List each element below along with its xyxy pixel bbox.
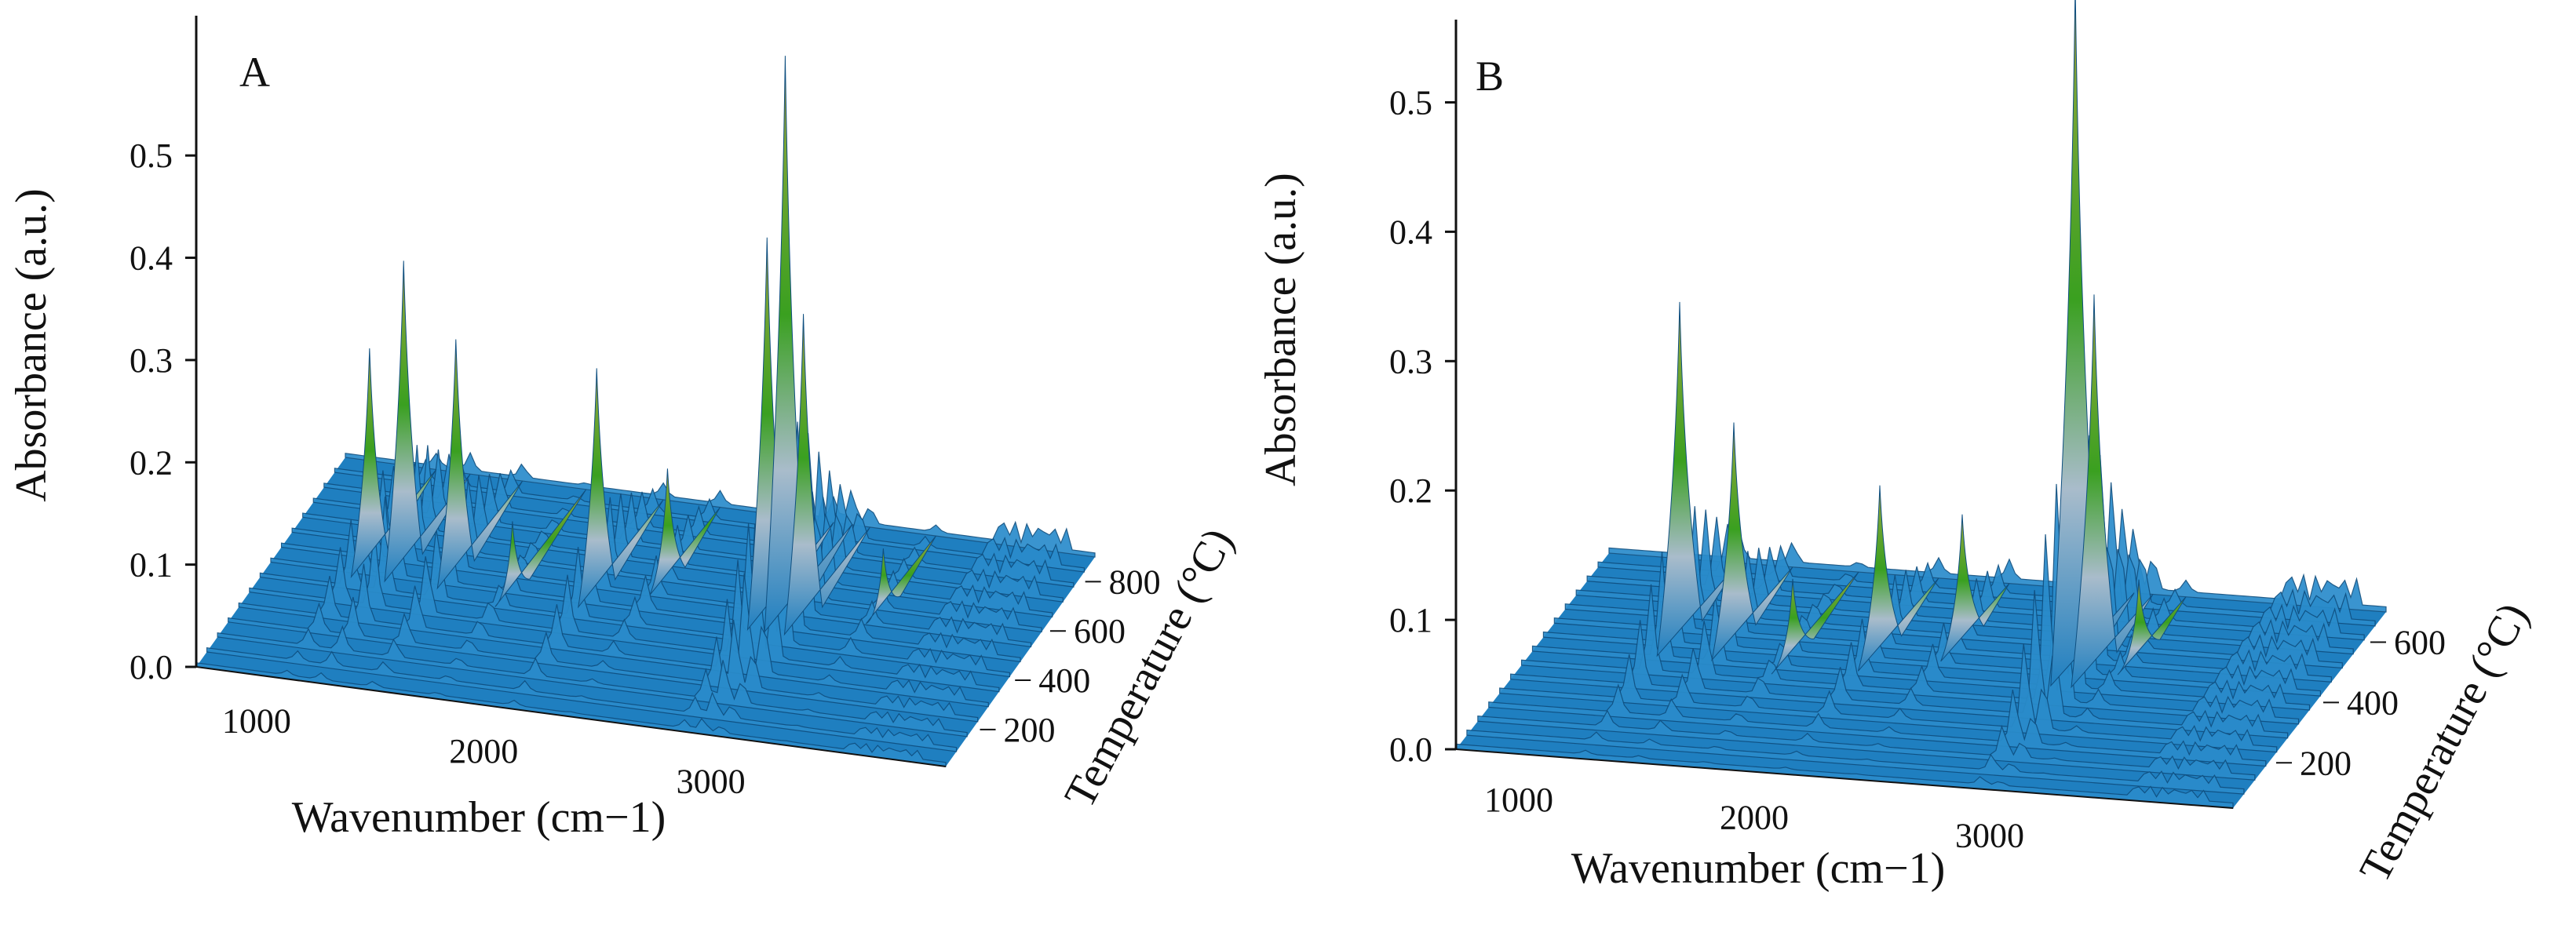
y-tick-label: 200 bbox=[2300, 744, 2352, 782]
x-tick-label: 3000 bbox=[677, 763, 746, 801]
z-tick-label: 0.0 bbox=[130, 648, 173, 686]
absorbance-peak bbox=[436, 339, 524, 590]
surface-layer bbox=[1510, 590, 2289, 739]
surface-layer bbox=[228, 596, 979, 723]
z-tick-label: 0.5 bbox=[130, 137, 173, 175]
z-tick-label: 0.2 bbox=[130, 443, 173, 482]
absorbance-peak bbox=[865, 535, 936, 625]
z-tick-label: 0.1 bbox=[1389, 601, 1432, 639]
x-axis-title: Wavenumber (cm−1) bbox=[292, 793, 666, 842]
panel-b: 0.0 0.1 0.2 0.3 0.4 0.5 1000 2000 3000 200 400 600 B… bbox=[1257, 0, 2538, 893]
surface-layer bbox=[217, 625, 968, 737]
absorbance-peak bbox=[1940, 514, 2010, 662]
absorbance-peak bbox=[649, 468, 721, 595]
panel-label: B bbox=[1476, 53, 1504, 100]
x-tick-label: 2000 bbox=[1720, 799, 1789, 837]
absorbance-peak bbox=[2071, 294, 2154, 689]
surface-layer bbox=[1477, 709, 2256, 781]
x-tick-label: 2000 bbox=[449, 732, 518, 770]
x-tick-label: 1000 bbox=[1484, 781, 1553, 819]
absorbance-peak bbox=[1857, 485, 1939, 672]
surface-layer bbox=[249, 523, 1000, 693]
panel-a: 0.0 0.1 0.2 0.3 0.4 0.5 1000 2000 3000 200 400 600 8… bbox=[7, 16, 1243, 842]
y-tick-label: 400 bbox=[2347, 683, 2399, 722]
absorbance-peak bbox=[350, 348, 437, 579]
y-tick-label: 800 bbox=[1109, 563, 1161, 601]
surface-layer bbox=[323, 453, 1075, 588]
surface-layer bbox=[312, 449, 1064, 603]
y-tick-label: 200 bbox=[1004, 711, 1056, 749]
z-tick-label: 0.4 bbox=[1389, 213, 1432, 251]
absorbance-peak bbox=[1771, 571, 1859, 675]
surface-layer bbox=[345, 451, 1096, 558]
absorbance-peak bbox=[1711, 422, 1793, 661]
y-tick-label: 400 bbox=[1038, 661, 1090, 700]
surface-layer bbox=[195, 662, 947, 767]
absorbance-peak bbox=[783, 314, 870, 636]
z-tick-label: 0.4 bbox=[130, 239, 173, 278]
x-tick-label: 1000 bbox=[222, 702, 291, 741]
z-axis-title: Absorbance (a.u.) bbox=[1257, 173, 1305, 486]
surface-layer bbox=[1455, 743, 2234, 809]
x-axis-line bbox=[1455, 748, 2234, 809]
y-tick-label: 600 bbox=[2394, 623, 2446, 661]
z-tick-label: 0.2 bbox=[1389, 472, 1432, 510]
z-tick-label: 0.3 bbox=[130, 341, 173, 380]
absorbance-peak bbox=[578, 368, 664, 609]
surface-layer bbox=[302, 433, 1053, 617]
z-tick-label: 0.0 bbox=[1389, 730, 1432, 769]
z-tick-label: 0.1 bbox=[130, 546, 173, 584]
panel-label: A bbox=[239, 49, 270, 96]
surface-layer bbox=[1466, 729, 2245, 795]
x-tick-label: 3000 bbox=[1955, 816, 2024, 854]
surface-layer bbox=[238, 563, 989, 708]
absorbance-peak bbox=[494, 489, 587, 607]
x-axis-title: Wavenumber (cm−1) bbox=[1571, 844, 1945, 893]
absorbance-peak bbox=[2117, 579, 2187, 676]
absorbance-peak bbox=[1656, 301, 1739, 657]
surface-layer bbox=[1488, 683, 2267, 767]
z-tick-label: 0.5 bbox=[1389, 83, 1432, 122]
z-tick-label: 0.3 bbox=[1389, 342, 1432, 381]
z-axis-title: Absorbance (a.u.) bbox=[7, 188, 56, 502]
y-tick-label: 600 bbox=[1074, 612, 1126, 650]
x-axis-line bbox=[195, 666, 947, 767]
surface-layer bbox=[1499, 643, 2278, 753]
surface-layer bbox=[206, 647, 958, 752]
surface-layer bbox=[1531, 483, 2311, 711]
surface-layer bbox=[1520, 534, 2300, 725]
